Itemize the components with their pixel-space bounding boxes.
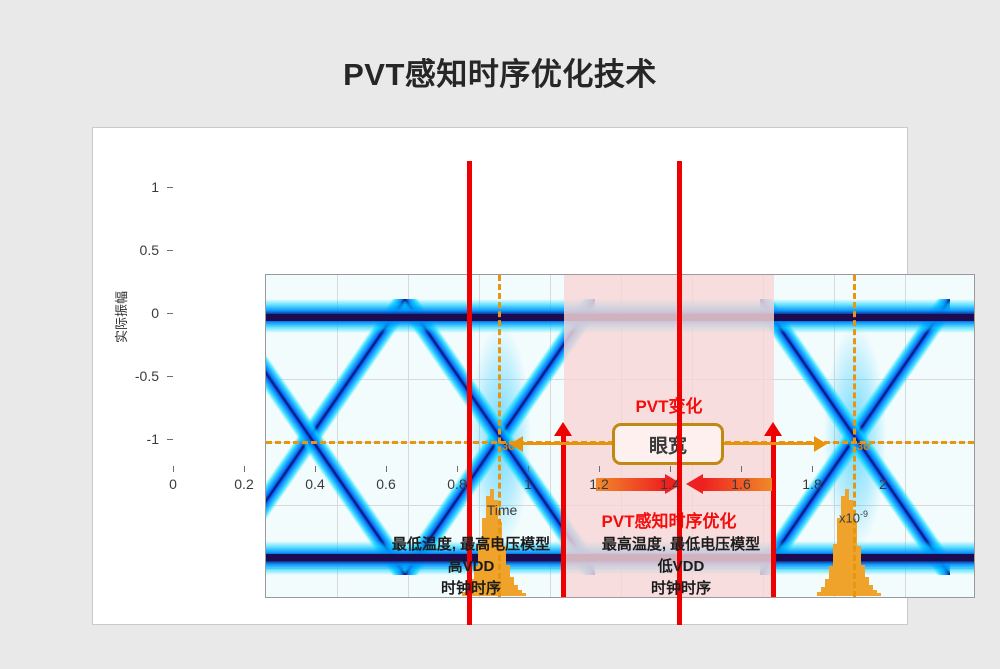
caption-right: 最高温度, 最低电压模型 低VDD 时钟时序 <box>541 534 821 600</box>
caption-left: 最低温度, 最高电压模型 高VDD 时钟时序 <box>331 534 611 600</box>
xtick-label: 1.4 <box>660 476 680 492</box>
xtick-label: 0 <box>169 476 177 492</box>
ytick-label: 0 <box>151 305 159 321</box>
xtick-label: 0.2 <box>234 476 254 492</box>
xtick-label: 1.8 <box>802 476 822 492</box>
xtick-mark <box>244 466 245 472</box>
y-axis-label: 实际振幅 <box>114 290 129 343</box>
xtick-mark <box>599 466 600 472</box>
ytick-label: -1 <box>146 431 159 447</box>
eye-width-arrowhead-right <box>814 436 827 452</box>
ytick-mark <box>167 439 173 440</box>
xtick-mark <box>528 466 529 472</box>
figure-card: 3σ 3σ PVT变化 眼宽 PVT感知时序优化 1 0.5 0 -0.5 -1 <box>92 127 975 625</box>
sigma-marker-right: 3σ <box>857 441 871 453</box>
xtick-label: 0.4 <box>305 476 325 492</box>
eye-crossing-edge-left <box>266 299 405 575</box>
optimization-arrow-left <box>686 474 772 495</box>
eye-width-box: 眼宽 <box>612 423 724 465</box>
ytick-mark <box>167 376 173 377</box>
marker-line-right <box>677 161 682 625</box>
caption-left-line1: 最低温度, 最高电压模型 <box>391 536 551 553</box>
x-axis-exponent-base: x10 <box>839 510 860 526</box>
ytick-mark <box>167 250 173 251</box>
crosshair-vertical-right <box>853 275 856 597</box>
xtick-label: 1 <box>524 476 532 492</box>
ytick-label: -0.5 <box>134 368 159 384</box>
pvt-aware-optimization-label: PVT感知时序优化 <box>601 512 737 531</box>
xtick-mark <box>173 466 174 472</box>
pvt-left-arrow <box>554 422 572 597</box>
caption-right-line1: 最高温度, 最低电压模型 <box>601 536 761 553</box>
xtick-label: 0.8 <box>447 476 467 492</box>
caption-left-line2: 高VDD <box>447 558 495 575</box>
ytick-mark <box>167 313 173 314</box>
xtick-label: 2 <box>879 476 887 492</box>
x-axis-exponent: x10-9 <box>839 509 868 525</box>
xtick-label: 0.6 <box>376 476 396 492</box>
eye-width-arrowhead-left <box>510 436 523 452</box>
caption-right-line3: 时钟时序 <box>650 580 711 597</box>
pvt-variation-label: PVT变化 <box>635 397 703 416</box>
ytick-mark <box>167 187 173 188</box>
xtick-mark <box>315 466 316 472</box>
xtick-mark <box>741 466 742 472</box>
xtick-mark <box>457 466 458 472</box>
ytick-label: 0.5 <box>139 242 159 258</box>
marker-line-left <box>467 161 472 625</box>
jitter-histogram-right <box>817 489 881 596</box>
pvt-right-arrow <box>764 422 782 597</box>
eye-diagram-plot: 3σ 3σ PVT变化 眼宽 PVT感知时序优化 <box>265 274 975 598</box>
ytick-label: 1 <box>151 179 159 195</box>
crosshair-vertical-left <box>498 275 501 597</box>
caption-left-line3: 时钟时序 <box>440 580 501 597</box>
xtick-label: 1.2 <box>589 476 609 492</box>
x-axis-exponent-power: -9 <box>859 509 868 519</box>
xtick-mark <box>670 466 671 472</box>
x-axis-label: Time <box>486 502 518 518</box>
caption-right-line2: 低VDD <box>657 558 705 575</box>
xtick-mark <box>386 466 387 472</box>
xtick-mark <box>812 466 813 472</box>
xtick-label: 1.6 <box>731 476 751 492</box>
page-title: PVT感知时序优化技术 <box>343 57 657 92</box>
